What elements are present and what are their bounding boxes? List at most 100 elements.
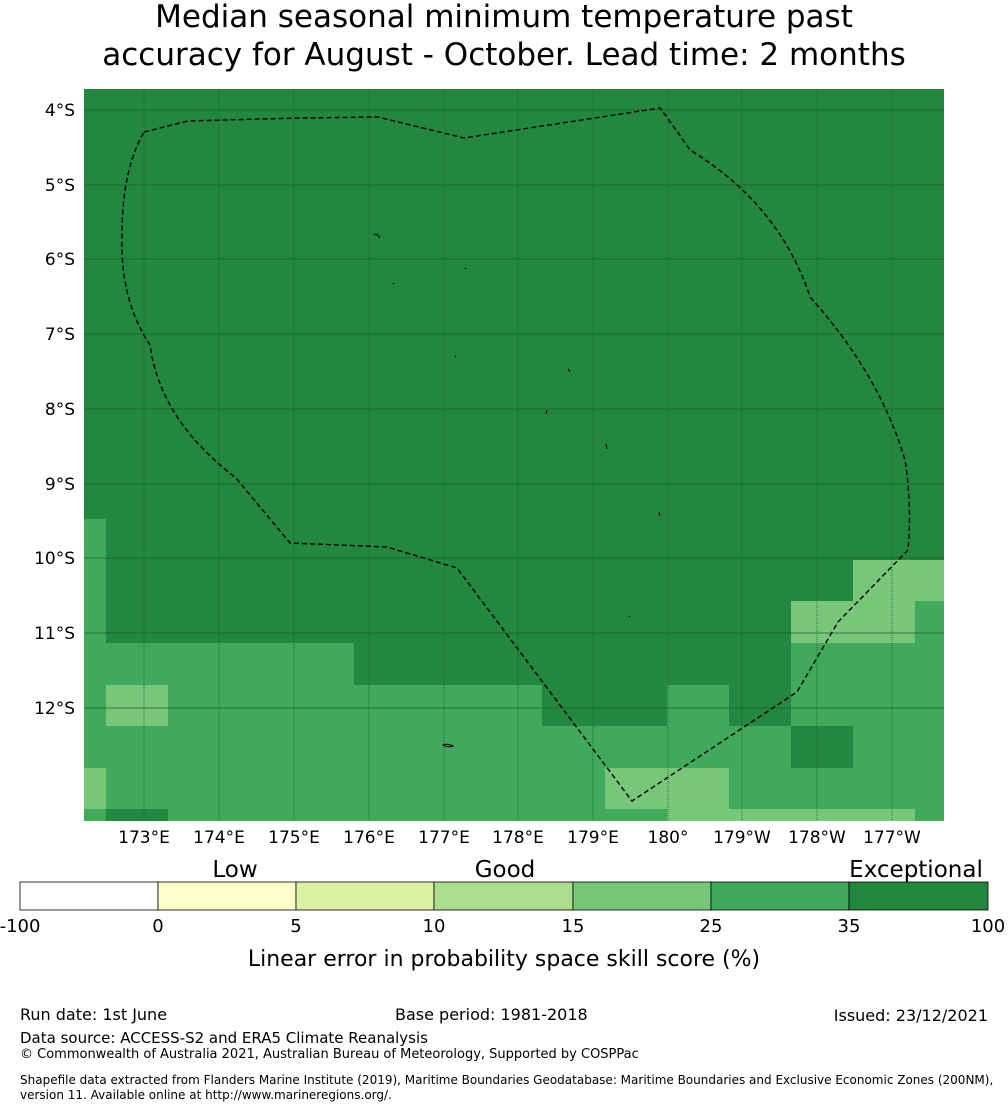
grid-cell — [667, 726, 729, 768]
colorbar-segment — [295, 881, 435, 911]
map-title: Median seasonal minimum temperature past… — [0, 0, 1008, 74]
colorbar-segment — [433, 881, 574, 911]
island-outlines — [373, 233, 661, 748]
grid-cell — [542, 809, 605, 821]
grid-cell — [605, 519, 667, 560]
latitude-label: 9°S — [45, 475, 75, 495]
island — [545, 409, 548, 415]
grid-cell — [791, 560, 853, 601]
grid-cell — [292, 601, 354, 643]
colorbar-tick-label: 25 — [700, 916, 723, 937]
legend-category-good: Good — [475, 857, 536, 883]
longitude-label: 177°E — [418, 828, 470, 848]
colorbar-tick-label: 100 — [971, 916, 1005, 937]
grid-cell — [84, 726, 106, 768]
grid-cell — [480, 685, 542, 726]
grid-cell — [542, 643, 605, 685]
graticule — [84, 89, 944, 821]
colorbar-segment — [710, 881, 850, 911]
latitude-label: 8°S — [45, 400, 75, 420]
latitude-label: 7°S — [45, 325, 75, 345]
longitude-label: 179°W — [713, 828, 771, 848]
grid-cell — [605, 768, 667, 809]
grid-cell — [915, 560, 944, 601]
map-figure: 4°S 5°S 6°S 7°S 8°S 9°S 10°S 11°S 12°S 173°E 174°… — [0, 89, 1005, 972]
grid-cell — [168, 809, 230, 821]
grid-cell — [292, 519, 354, 560]
grid-cell — [354, 685, 418, 726]
grid-cell — [168, 89, 230, 519]
grid-cell — [418, 601, 480, 643]
grid-cell — [667, 519, 729, 560]
grid-cell — [542, 726, 605, 768]
grid-cell — [729, 685, 791, 726]
island — [567, 368, 571, 373]
grid-cell — [542, 685, 605, 726]
legend-category-low: Low — [212, 857, 257, 883]
grid-cell — [480, 560, 542, 601]
grid-cell — [106, 519, 168, 560]
grid-cell — [418, 643, 480, 685]
grid-cell — [418, 89, 480, 519]
grid-cell — [729, 560, 791, 601]
grid-cell — [915, 685, 944, 726]
grid-cell — [667, 809, 729, 821]
skill-score-grid — [84, 89, 944, 821]
grid-cell — [84, 768, 106, 809]
grid-cell — [729, 726, 791, 768]
grid-cell — [542, 89, 605, 519]
grid-cell — [915, 643, 944, 685]
longitude-label: 177°W — [863, 828, 921, 848]
grid-cell — [106, 601, 168, 643]
colorbar-ticks: -100 0 5 10 15 25 35 100 — [0, 916, 1005, 937]
title-line-1: Median seasonal minimum temperature past — [155, 0, 853, 35]
colorbar-segment — [19, 881, 159, 911]
grid-cell — [230, 685, 292, 726]
grid-cell — [729, 643, 791, 685]
grid-cell — [230, 89, 292, 519]
legend-category-exceptional: Exceptional — [849, 857, 983, 883]
latitude-label: 12°S — [34, 699, 75, 719]
grid-cell — [667, 768, 729, 809]
grid-cell — [915, 601, 944, 643]
grid-cell — [542, 519, 605, 560]
grid-cell — [230, 643, 292, 685]
grid-cell — [667, 89, 729, 519]
grid-cell — [354, 560, 418, 601]
grid-cell — [418, 809, 480, 821]
grid-cell — [605, 560, 667, 601]
grid-cell — [605, 89, 667, 519]
island — [464, 267, 467, 270]
colorbar-tick-label: -100 — [0, 916, 40, 937]
longitude-label: 176°E — [343, 828, 395, 848]
grid-cell — [729, 601, 791, 643]
grid-cell — [791, 601, 853, 643]
grid-cell — [230, 809, 292, 821]
grid-cell — [791, 726, 853, 768]
colorbar-tick-label: 5 — [290, 916, 301, 937]
grid-cell — [480, 643, 542, 685]
colorbar-tick-label: 35 — [838, 916, 861, 937]
grid-cell — [605, 643, 667, 685]
grid-cell — [480, 89, 542, 519]
colorbar-legend: Low Good Exceptional -100 0 5 10 15 25 35 100 L… — [0, 857, 1005, 972]
grid-cell — [106, 809, 168, 821]
grid-cell — [853, 809, 915, 821]
grid-cell — [354, 643, 418, 685]
grid-cell — [168, 643, 230, 685]
grid-cell — [354, 726, 418, 768]
colorbar-tick-label: 15 — [562, 916, 585, 937]
grid-cell — [667, 685, 729, 726]
grid-cell — [354, 768, 418, 809]
grid-cell — [729, 809, 791, 821]
longitude-label: 179°E — [567, 828, 619, 848]
grid-cell — [168, 685, 230, 726]
latitude-label: 5°S — [45, 176, 75, 196]
grid-cell — [542, 560, 605, 601]
grid-cell — [791, 89, 853, 519]
eez-boundary — [121, 107, 911, 802]
base-period: Base period: 1981-2018 — [395, 1005, 588, 1024]
grid-cell — [480, 519, 542, 560]
longitude-label: 178°W — [788, 828, 846, 848]
grid-cell — [480, 768, 542, 809]
